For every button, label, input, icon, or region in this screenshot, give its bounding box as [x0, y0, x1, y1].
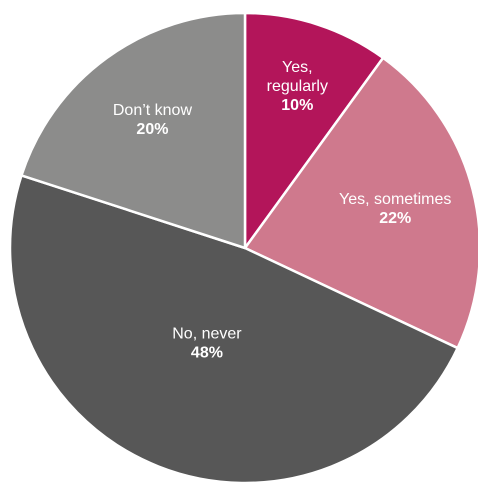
pie-slice-value-label: 10%: [281, 97, 313, 114]
pie-slice-3: [20, 11, 247, 250]
pie-slice-value-label: 48%: [191, 345, 223, 362]
pie-labels: Yes, regularly 10% Yes, sometimes 22% No, nev…: [113, 59, 452, 362]
pie-slice-label-3: Don’t know 20%: [113, 102, 193, 138]
pie-slice-value-label: 20%: [136, 121, 168, 138]
pie-slice-0: [243, 11, 385, 250]
pie-slice-label-line: Don’t know: [113, 102, 193, 119]
pie-slice-value-label: 22%: [379, 210, 411, 227]
pie-slice-label-2: No, never 48%: [172, 326, 242, 362]
pie-slice-label-line: No, never: [172, 326, 242, 343]
pie-slice-label-line: regularly: [267, 78, 328, 95]
pie-slice-label-0: Yes, regularly 10%: [267, 59, 328, 114]
pie-slice-2: [8, 174, 459, 483]
pie-slice-label-1: Yes, sometimes 22%: [339, 191, 451, 227]
pie-slice-1: [243, 56, 478, 350]
pie-slices: [8, 11, 478, 483]
pie-slice-label-line: Yes, sometimes: [339, 191, 451, 208]
pie-slice-label-line: Yes,: [282, 59, 313, 76]
